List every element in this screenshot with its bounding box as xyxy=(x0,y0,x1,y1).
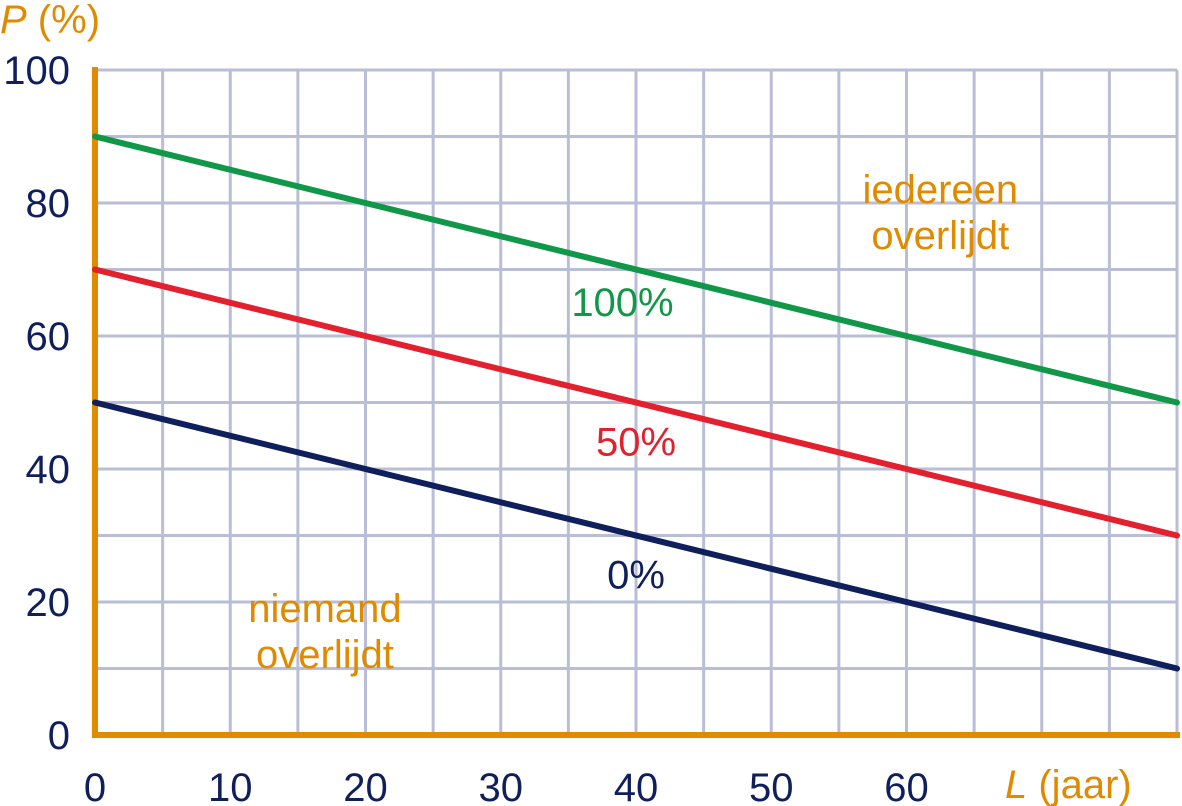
x-tick-label: 0 xyxy=(84,766,106,806)
x-tick-label: 40 xyxy=(614,766,659,806)
y-tick-label: 80 xyxy=(26,182,71,226)
annotation-line: niemand xyxy=(248,587,401,631)
y-tick-label: 0 xyxy=(48,714,70,758)
y-tick-label: 20 xyxy=(26,581,71,625)
y-axis-unit: (%) xyxy=(27,0,100,42)
annotation-line: iedereen xyxy=(862,168,1018,212)
x-axis-var: L xyxy=(1005,763,1027,806)
region-annotation: niemand overlijdt xyxy=(248,587,401,677)
y-tick-label: 40 xyxy=(26,448,71,492)
series-label: 50% xyxy=(596,421,676,465)
y-tick-label: 100 xyxy=(3,49,70,93)
x-tick-label: 30 xyxy=(479,766,524,806)
x-tick-label: 50 xyxy=(749,766,794,806)
x-tick-label: 10 xyxy=(208,766,253,806)
x-tick-label: 20 xyxy=(343,766,388,806)
x-tick-label: 60 xyxy=(884,766,929,806)
annotation-line: overlijdt xyxy=(256,633,394,677)
series-line xyxy=(92,133,1180,406)
region-annotation: iedereen overlijdt xyxy=(862,168,1018,258)
annotation-line: overlijdt xyxy=(871,214,1009,258)
labels: P (%) L (jaar) 0 20 40 60 80 100 0 10 20 30 40 50 60… xyxy=(0,0,1132,806)
x-axis-unit: (jaar) xyxy=(1027,763,1131,806)
series-lines xyxy=(92,133,1180,672)
series-label: 100% xyxy=(571,281,673,325)
y-tick-label: 60 xyxy=(26,315,71,359)
series-line xyxy=(92,266,1180,539)
y-axis-title: P (%) xyxy=(0,0,100,42)
grid xyxy=(95,68,1179,735)
series-label: 0% xyxy=(607,554,665,598)
x-axis-title: L (jaar) xyxy=(1005,763,1132,806)
series-line xyxy=(92,399,1180,672)
y-axis-var: P xyxy=(0,0,27,42)
